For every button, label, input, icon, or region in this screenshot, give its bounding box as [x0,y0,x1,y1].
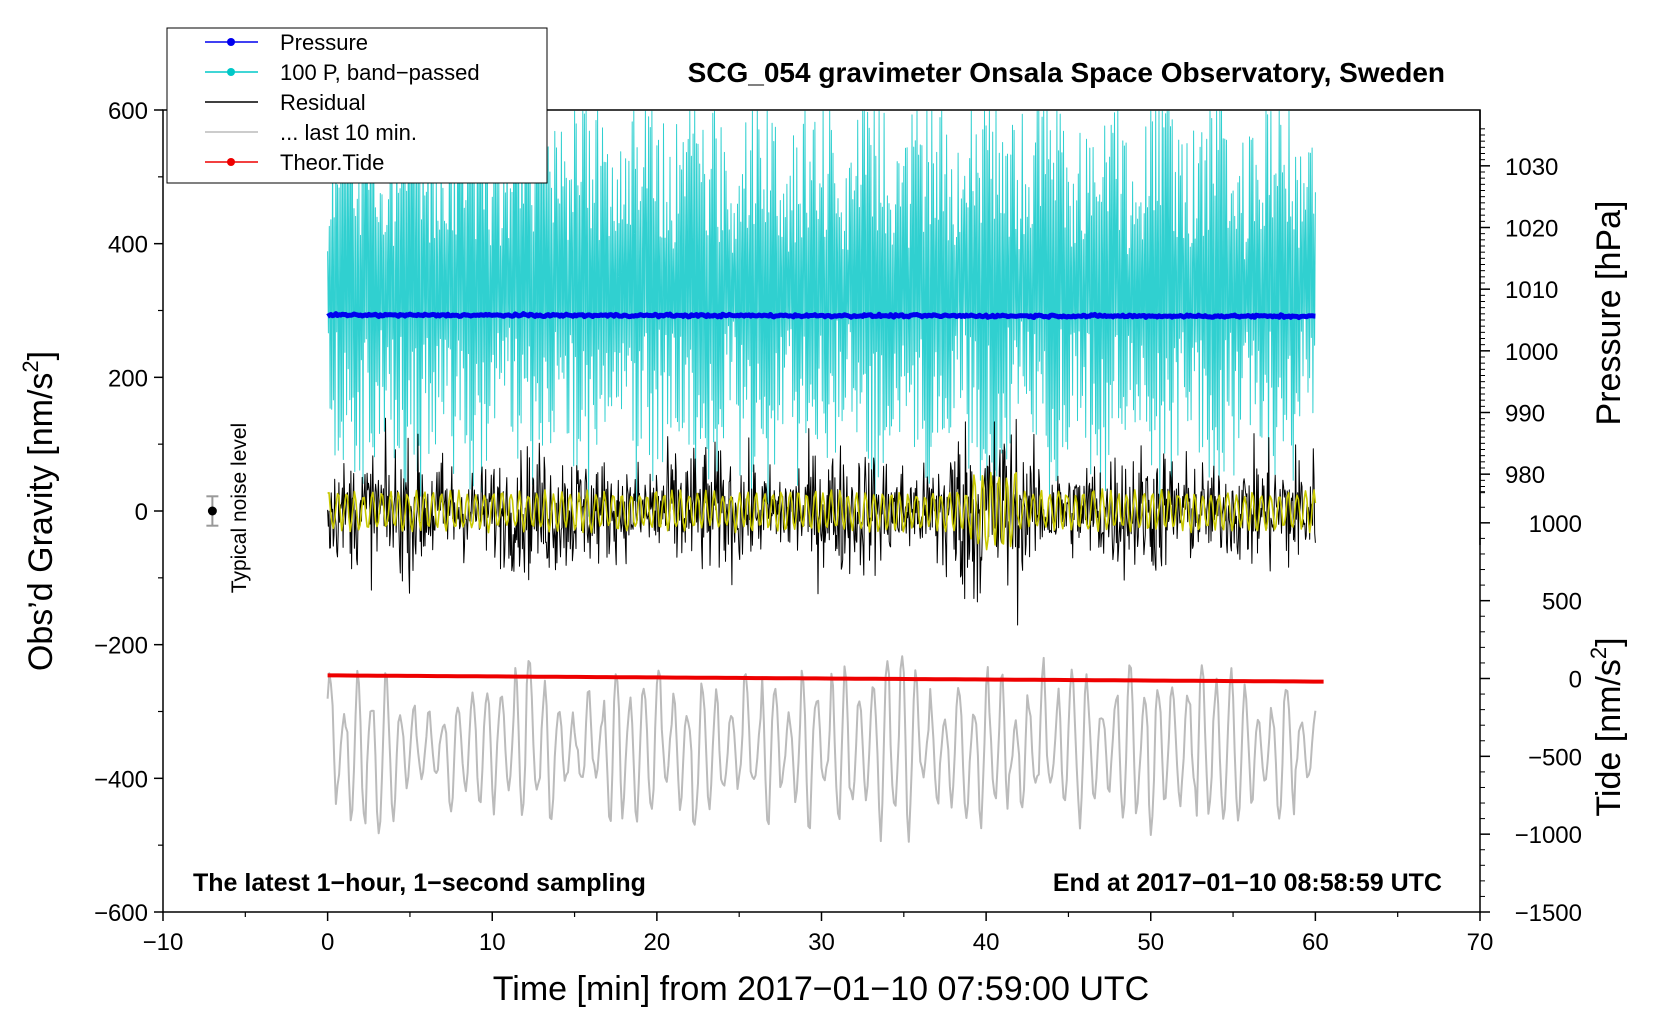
legend-label: Theor.Tide [280,150,384,175]
y-axis-title-tide: Tide [nm/s2] [1586,637,1628,816]
axes-layer: −10 0 10 20 30 40 50 60 70−600−400−2000200400600… [94,98,1582,956]
tide-tick-label: 0 [1569,667,1582,694]
annotation-sampling: The latest 1−hour, 1−second sampling [193,869,646,897]
series-layer [326,110,1324,843]
annotation-end-time: End at 2017−01−10 08:58:59 UTC [1053,869,1442,897]
x-axis-title: Time [min] from 2017−01−10 07:59:00 UTC [493,970,1149,1008]
y-axis-title-left-text: Obs’d Gravity [nm/s [22,373,60,672]
pressure-tick-label: 980 [1505,462,1545,489]
tide-tick-label: −1000 [1515,822,1582,849]
y-tick-label: 0 [135,499,148,526]
legend-label: Pressure [280,30,368,55]
pressure-tick-label: 1020 [1505,216,1558,243]
y-tick-label: −400 [94,766,148,793]
chart-title: SCG_054 gravimeter Onsala Space Observat… [688,57,1445,88]
x-tick-label: 60 [1302,929,1329,956]
y-axis-title-left: Obs’d Gravity [nm/s2] [18,351,60,671]
x-tick-label: −10 [143,929,184,956]
y-tick-label: 600 [108,98,148,125]
y-axis-title-left-sup: 2 [18,360,43,372]
series-theor-tide [327,673,1324,684]
legend-label: 100 P, band−passed [280,60,480,85]
tide-tick-label: −500 [1528,744,1582,771]
legend-marker [227,158,235,166]
y-tick-label: 200 [108,365,148,392]
legend-marker [227,68,235,76]
tide-tick-label: 1000 [1529,511,1582,538]
x-tick-label: 20 [644,929,671,956]
legend-label: ... last 10 min. [280,120,417,145]
noise-point [207,506,217,516]
y-axis-title-pressure: Pressure [hPa] [1590,201,1628,426]
noise-level-label: Typical noise level [228,423,251,593]
y-axis-title-tide-end: ] [1590,637,1628,646]
x-tick-label: 70 [1467,929,1494,956]
legend-box [166,27,548,184]
series-residual [327,417,1316,626]
tide-tick-label: 500 [1542,589,1582,616]
y-axis-title-tide-sup: 2 [1586,647,1611,659]
y-tick-label: 400 [108,232,148,259]
x-tick-label: 0 [321,929,334,956]
legend-marker [227,38,235,46]
series-band-passed-pressure [327,110,1316,517]
series-last-10-min [326,655,1317,843]
y-axis-title-left-end: ] [22,351,60,360]
y-tick-label: −600 [94,900,148,927]
pressure-tick-label: 1030 [1505,154,1558,181]
legend-label: Residual [280,90,366,115]
legend: Pressure 100 P, band−passed Residual ... la… [166,27,548,184]
pressure-tick-label: 990 [1505,401,1545,428]
noise-level-marker [206,495,219,527]
y-tick-label: −200 [94,633,148,660]
series-residual-smoothed [327,471,1317,551]
x-tick-label: 30 [808,929,835,956]
x-tick-label: 10 [479,929,506,956]
series-pressure [326,311,1317,321]
tide-tick-label: −1500 [1515,900,1582,927]
pressure-tick-label: 1000 [1505,339,1558,366]
x-tick-label: 50 [1137,929,1164,956]
pressure-tick-label: 1010 [1505,277,1558,304]
y-axis-title-tide-text: Tide [nm/s [1590,659,1628,816]
x-tick-label: 40 [973,929,1000,956]
